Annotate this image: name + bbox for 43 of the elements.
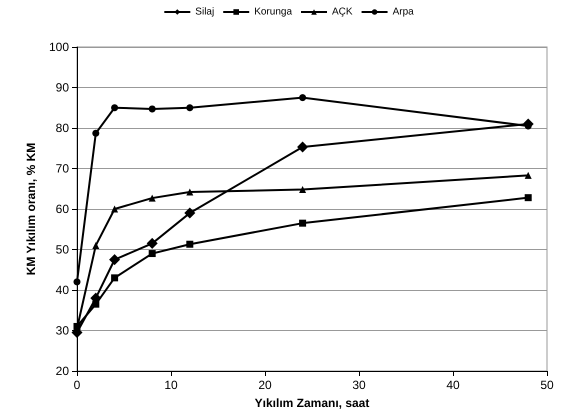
point (92, 130, 100, 137)
point (74, 278, 80, 286)
x-tick-label: 20 (258, 378, 272, 392)
point (148, 194, 156, 202)
y-tick-label: 30 (56, 324, 70, 338)
point (186, 188, 194, 196)
x-tick-label: 50 (540, 378, 554, 392)
x-axis-title: Yıkılım Zamanı, saat (254, 396, 370, 410)
y-axis-title: KM Yıkılım oranı, % KM (24, 142, 38, 276)
point (297, 142, 308, 153)
point (524, 194, 532, 202)
y-tick-label: 60 (56, 202, 70, 216)
legend-label: Arpa (392, 6, 414, 18)
point (148, 105, 156, 112)
point (524, 172, 532, 179)
y-tick-label: 80 (56, 121, 70, 135)
y-tick-label: 20 (56, 364, 70, 378)
point (299, 220, 306, 227)
point (186, 104, 194, 112)
y-tick-label: 90 (56, 80, 70, 94)
point (184, 208, 196, 219)
x-tick-label: 30 (352, 378, 366, 392)
point (299, 94, 306, 102)
point (109, 254, 120, 266)
y-tick-label: 100 (48, 40, 70, 54)
point (146, 238, 158, 249)
y-tick-label: 40 (56, 283, 70, 297)
point (111, 274, 118, 282)
point (111, 206, 118, 212)
x-tick-label: 40 (446, 378, 460, 392)
point (111, 104, 118, 112)
x-tick-label: 0 (74, 378, 81, 392)
point (299, 186, 306, 194)
y-tick-label: 50 (56, 242, 70, 256)
legend-label: Silaj (195, 6, 214, 18)
legend-label: Korunga (254, 6, 292, 18)
point (186, 240, 194, 248)
point (92, 242, 100, 249)
point (148, 250, 156, 258)
x-tick-label: 10 (164, 378, 178, 392)
point (92, 300, 100, 308)
y-tick-label: 70 (56, 162, 70, 176)
legend-label: AÇK (332, 6, 353, 18)
